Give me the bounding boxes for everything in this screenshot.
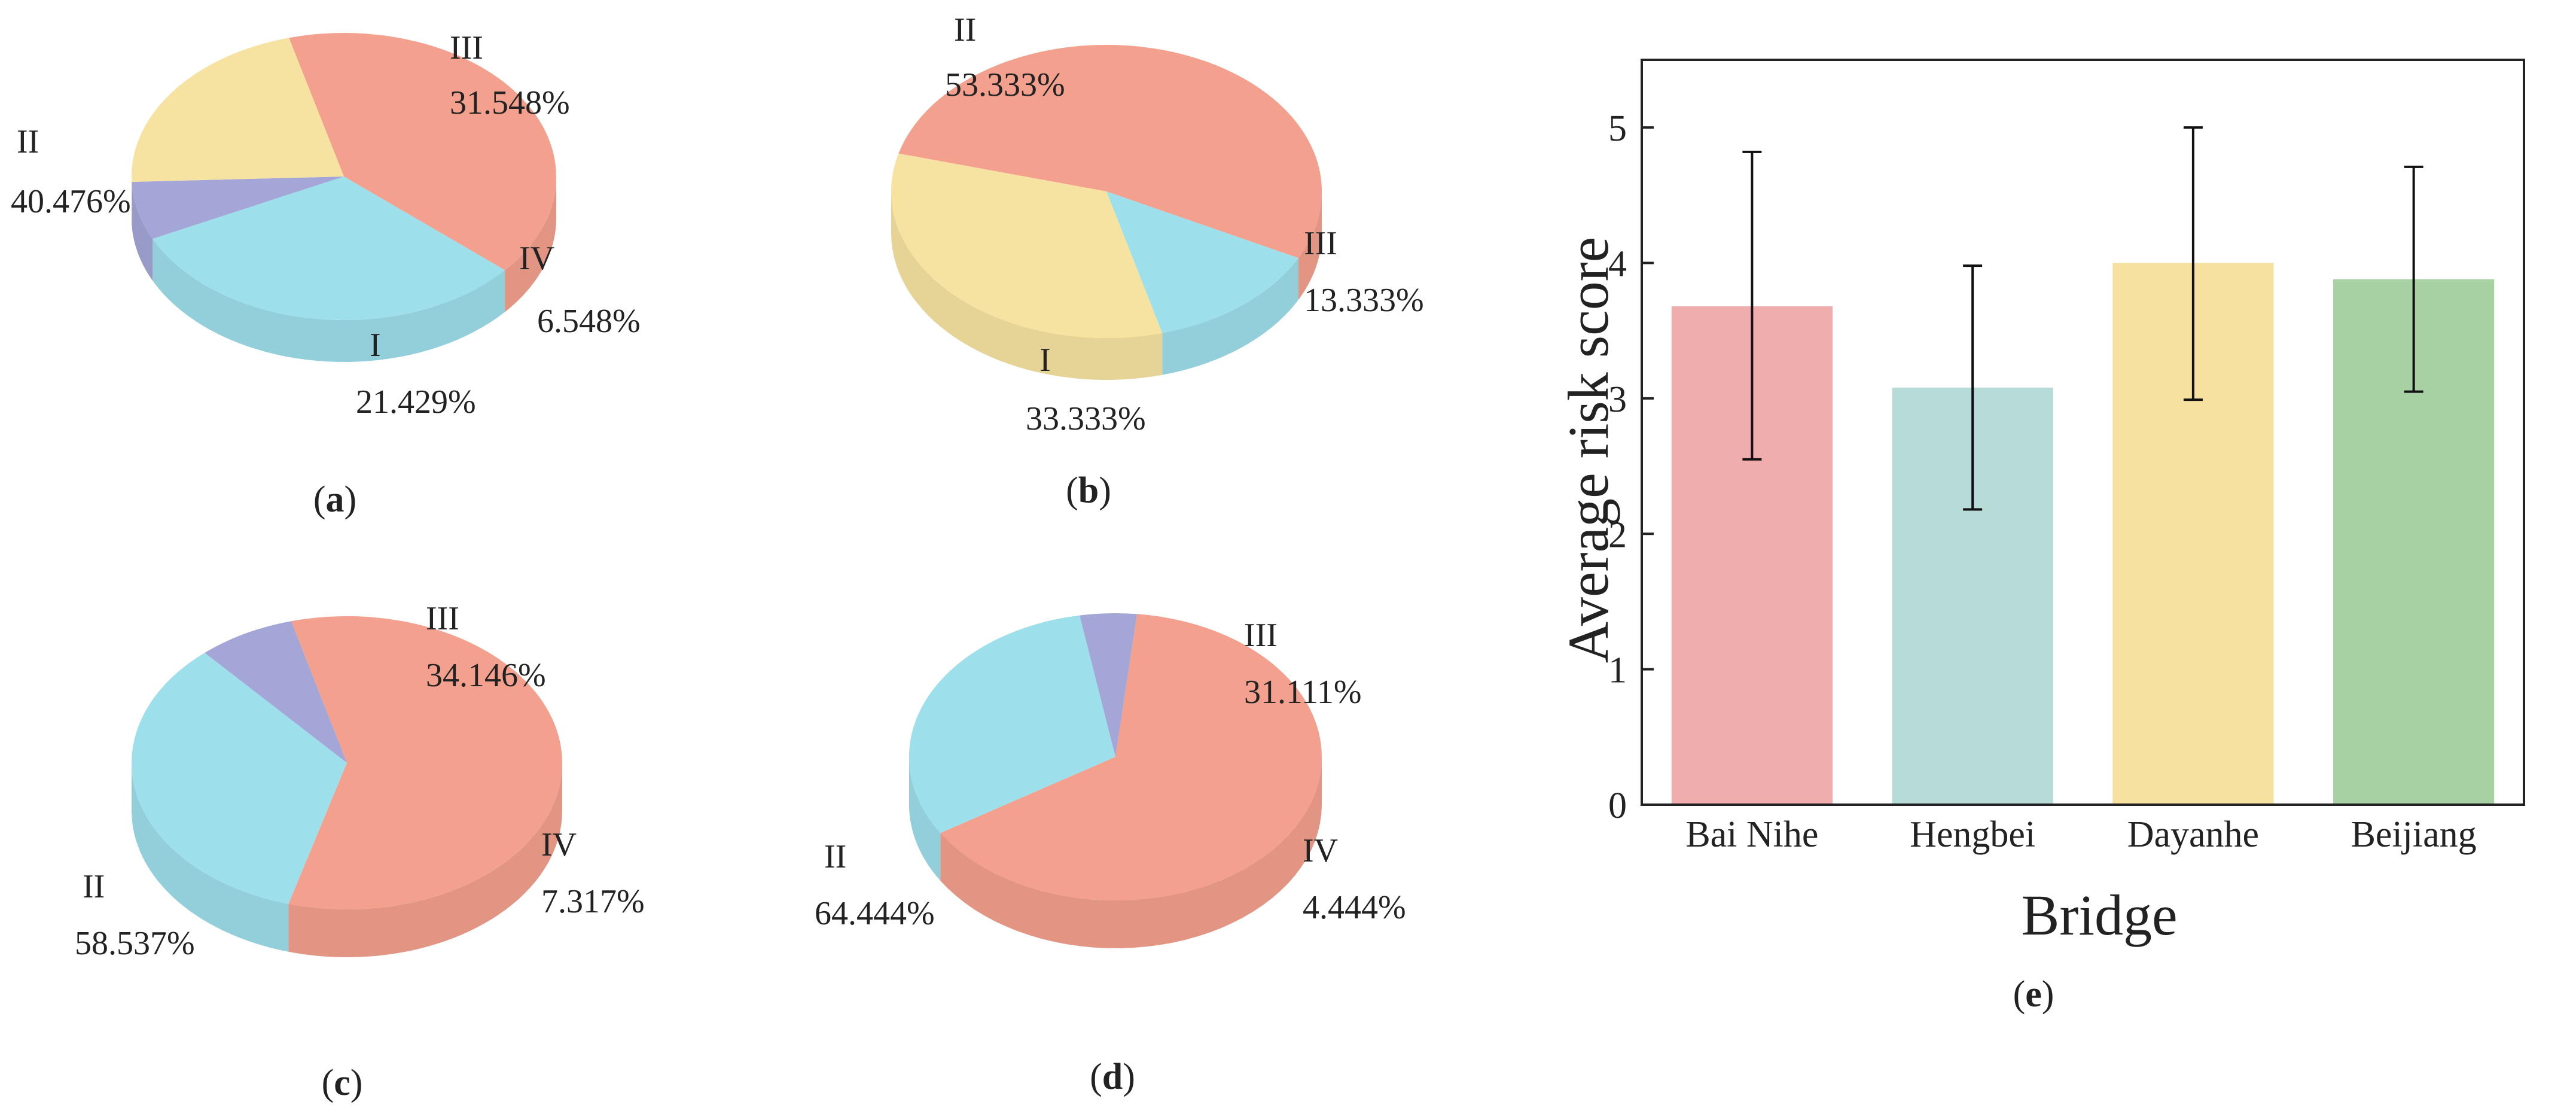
pie-a-side-iv	[132, 182, 153, 281]
pie-b-side-iii	[1162, 258, 1298, 375]
pie-a-value-iii: 31.548%	[450, 84, 570, 121]
pie-b-value-ii: 53.333%	[945, 66, 1065, 104]
pie-b-slice-i	[891, 153, 1163, 339]
pie-d-slice-iii	[909, 615, 1115, 833]
pie-d-side-iii	[909, 757, 941, 881]
pie-c-side-ii	[288, 763, 562, 957]
pie-b-slice-iii	[1106, 191, 1298, 333]
pie-chart-c	[132, 616, 562, 957]
pie-b-side-ii	[1298, 191, 1322, 300]
pie-chart-b	[891, 44, 1322, 380]
pie-a-slice-iii	[153, 176, 505, 320]
pie-c-slice-iii	[132, 653, 347, 904]
panel-label-d: (d)	[1090, 1057, 1135, 1097]
pie-c-side-iii	[132, 763, 289, 952]
pie-d-slice-iv	[1080, 613, 1138, 757]
pie-a-value-i: 21.429%	[356, 384, 476, 421]
pie-b-label-i: I	[1039, 342, 1051, 379]
y-tick-label: 2	[1608, 515, 1627, 555]
pie-d-value-iv: 4.444%	[1303, 889, 1406, 926]
pie-b-value-iii: 13.333%	[1304, 282, 1424, 319]
pie-c-value-iii: 34.146%	[426, 657, 546, 694]
pie-a-label-iii: III	[450, 29, 483, 66]
pie-c-value-iv: 7.317%	[541, 883, 645, 920]
pie-d-label-ii: II	[824, 838, 846, 875]
pie-c-label-ii: II	[83, 868, 105, 905]
pie-c-label-iv: IV	[541, 826, 577, 863]
plot-frame	[1641, 59, 2525, 806]
x-axis-label: Bridge	[2021, 883, 2177, 947]
panel-label-b: (b)	[1066, 470, 1111, 511]
pie-a-side-iii	[153, 239, 505, 362]
pie-d-value-iii: 31.111%	[1244, 674, 1362, 711]
pie-a-side-ii	[505, 176, 556, 312]
pie-a-slice-iv	[132, 176, 344, 239]
y-tick-label: 1	[1608, 650, 1627, 691]
pie-d-label-iv: IV	[1303, 832, 1338, 869]
panel-label-c: (c)	[322, 1063, 363, 1103]
panel-label-e: (e)	[2013, 974, 2054, 1015]
y-tick-label: 5	[1608, 108, 1627, 149]
pie-b-slice-ii	[898, 44, 1322, 258]
pie-c-slice-ii	[288, 616, 562, 909]
pie-c-label-iii: III	[426, 600, 459, 637]
pie-chart-a	[131, 33, 556, 362]
x-tick-label: Beijiang	[2351, 814, 2477, 855]
pie-b-side-i	[891, 191, 1163, 380]
pie-a-label-i: I	[370, 327, 381, 364]
pie-d-label-iii: III	[1244, 617, 1278, 654]
y-axis-label: Average risk score	[1556, 237, 1620, 663]
pie-a-value-ii: 40.476%	[11, 183, 131, 220]
pie-a-value-iv: 6.548%	[537, 303, 641, 340]
pie-b-label-iii: III	[1304, 225, 1337, 262]
pie-b-value-i: 33.333%	[1026, 400, 1146, 437]
pie-d-side-ii	[940, 757, 1322, 948]
pie-a-slice-i	[131, 38, 344, 182]
pie-d-slice-ii	[940, 614, 1322, 900]
pie-d-value-ii: 64.444%	[815, 895, 935, 932]
x-tick-label: Dayanhe	[2127, 814, 2259, 855]
y-tick-label: 3	[1608, 379, 1627, 420]
pie-c-slice-iv	[205, 621, 347, 763]
pie-b-label-ii: II	[954, 11, 976, 48]
pie-a-label-iv: IV	[519, 240, 554, 277]
pie-a-slice-ii	[289, 33, 556, 270]
pie-a-label-ii: II	[17, 123, 39, 160]
y-tick-label: 4	[1608, 244, 1627, 285]
y-tick-label: 0	[1608, 786, 1627, 826]
panel-label-a: (a)	[313, 479, 356, 520]
bar-chart-e: 0 1 2 3 4 5 Bai Nihe Hengbei Dayanhe Beijiang	[1608, 59, 2525, 855]
pie-chart-d	[909, 613, 1322, 948]
x-tick-label: Bai Nihe	[1685, 814, 1818, 855]
x-tick-label: Hengbei	[1910, 814, 2035, 855]
pie-c-value-ii: 58.537%	[75, 925, 195, 962]
